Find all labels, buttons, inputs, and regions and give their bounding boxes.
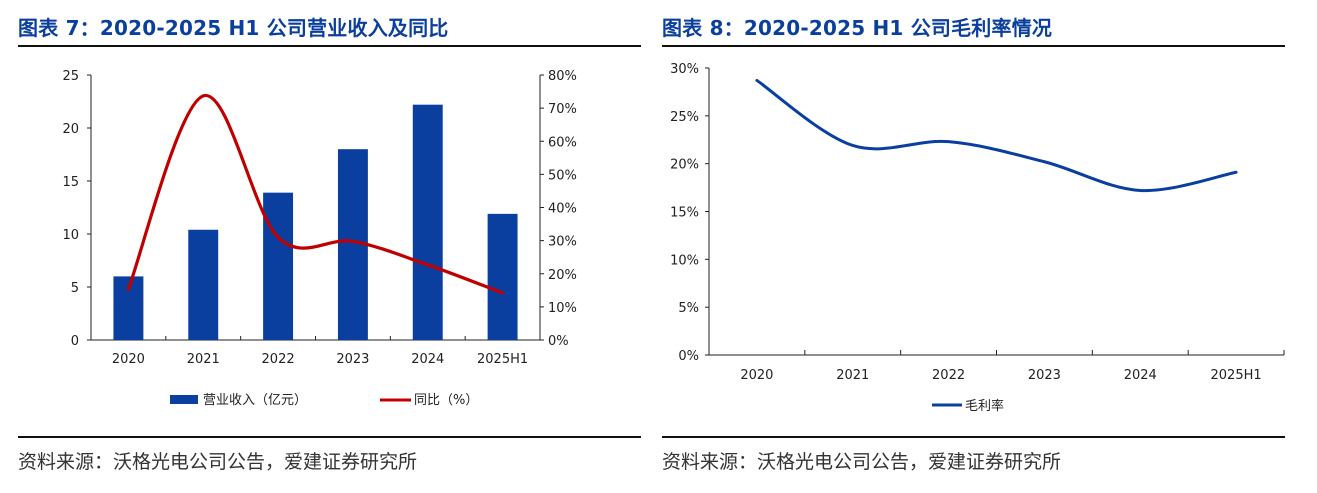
legend-revenue-label: 营业收入（亿元）: [203, 393, 307, 408]
x-tick-label: 2024: [1124, 368, 1157, 383]
figure-7-top-rule: [18, 45, 641, 47]
gross-margin-line: [755, 78, 1238, 192]
right-y-tick-label: 60%: [548, 135, 577, 150]
y-tick-label: 30%: [670, 62, 699, 77]
revenue-yoy-chart: 0 5 10 15 20 25 0% 10% 20% 30% 40% 50% 60% 70% 80% 2020…: [62, 69, 577, 408]
right-y-tick-label: 10%: [548, 301, 577, 316]
x-tick-label: 2023: [1028, 368, 1061, 383]
x-tick-label: 2022: [262, 352, 295, 367]
revenue-bar: [188, 229, 219, 340]
yoy-line: [126, 94, 505, 295]
left-y-tick-label: 10: [62, 228, 79, 243]
x-tick-label: 2020: [112, 352, 145, 367]
figure-8-source: 资料来源：沃格光电公司公告，爱建证券研究所: [662, 451, 1062, 473]
y-tick-label: 15%: [670, 206, 699, 221]
right-y-tick-label: 0%: [548, 334, 569, 349]
legend-yoy-label: 同比（%）: [414, 393, 478, 408]
left-y-tick-label: 20: [62, 122, 79, 137]
x-tick-label: 2025H1: [1211, 368, 1262, 383]
x-tick-label: 2020: [740, 368, 773, 383]
left-y-tick-label: 5: [71, 281, 79, 296]
figure-7-title: 图表 7：2020-2025 H1 公司营业收入及同比: [18, 16, 449, 40]
x-tick-label: 2021: [187, 352, 220, 367]
y-tick-label: 0%: [678, 349, 699, 364]
figure-7-source: 资料来源：沃格光电公司公告，爱建证券研究所: [18, 451, 418, 473]
y-tick-label: 20%: [670, 158, 699, 173]
y-tick-label: 25%: [670, 110, 699, 125]
right-y-tick-label: 20%: [548, 268, 577, 283]
right-y-tick-label: 70%: [548, 102, 577, 117]
figure-8-bottom-rule: [662, 436, 1285, 438]
revenue-bar: [263, 192, 294, 340]
x-tick-label: 2024: [411, 352, 444, 367]
y-tick-label: 5%: [678, 301, 699, 316]
legend-margin-label: 毛利率: [965, 398, 1004, 414]
revenue-bar: [412, 104, 443, 341]
right-y-tick-label: 40%: [548, 202, 577, 217]
legend-revenue-swatch: [170, 395, 198, 404]
gross-margin-chart: 0% 5% 10% 15% 20% 25% 30% 2020 2021 2022 2023 2024 2…: [670, 62, 1285, 414]
figure-7-bottom-rule: [18, 436, 641, 438]
right-y-tick-label: 80%: [548, 69, 577, 84]
left-y-tick-label: 15: [62, 175, 79, 190]
y-tick-label: 10%: [670, 253, 699, 268]
x-tick-label: 2025H1: [477, 352, 528, 367]
right-y-tick-label: 50%: [548, 168, 577, 183]
x-tick-label: 2023: [336, 352, 369, 367]
x-tick-label: 2021: [836, 368, 869, 383]
left-y-tick-label: 25: [62, 69, 79, 84]
left-y-tick-label: 0: [71, 334, 79, 349]
revenue-bar: [487, 213, 518, 340]
right-y-tick-label: 30%: [548, 235, 577, 250]
figure-8-top-rule: [662, 45, 1285, 47]
x-tick-label: 2022: [932, 368, 965, 383]
figure-8-title: 图表 8：2020-2025 H1 公司毛利率情况: [662, 16, 1053, 40]
